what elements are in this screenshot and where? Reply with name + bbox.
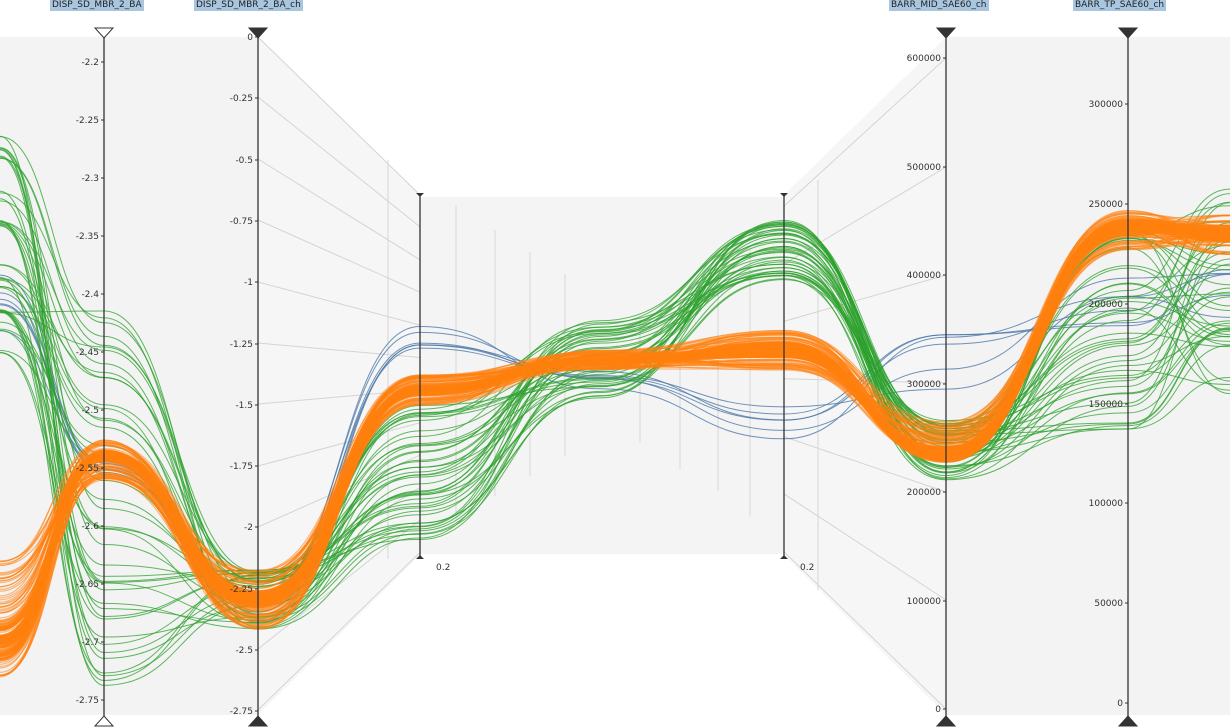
guide-line-right <box>783 436 947 493</box>
axis-brush-top <box>1117 27 1139 39</box>
guide-line-right <box>783 57 947 207</box>
tick-label: -2.75 <box>230 707 253 717</box>
tick-label: 0 <box>247 33 253 43</box>
data-line-orange-core <box>0 224 1230 661</box>
axis-title-2[interactable]: DISP_SD_MBR_2_BA_ch <box>194 0 303 11</box>
tick-label: -0.75 <box>230 217 253 227</box>
guide-line-right <box>783 378 947 384</box>
tick-label: 200000 <box>1089 300 1124 310</box>
axis-title-5[interactable]: BARR_MID_SAE60_ch <box>889 0 989 11</box>
tick-label: -2.35 <box>76 232 99 242</box>
axis-cap-bottom <box>416 555 424 559</box>
tick-label: -2.7 <box>81 638 99 648</box>
tick-label: 0 <box>935 705 941 715</box>
tick-label: -2.6 <box>81 522 99 532</box>
tick-label: 0.2 <box>800 563 814 573</box>
axis-brush-bottom <box>1117 715 1139 727</box>
tick-label: -2 <box>244 523 253 533</box>
tick-label: -2.5 <box>235 646 253 656</box>
tick-label: -2.65 <box>76 580 99 590</box>
data-line-green <box>0 147 1230 603</box>
guide-line-right <box>783 274 947 322</box>
guide-line-left <box>257 519 421 650</box>
guide-line-left <box>257 96 421 228</box>
axis-cap-top <box>780 193 788 197</box>
data-line-green <box>0 229 1230 620</box>
tick-label: 50000 <box>1094 599 1123 609</box>
guide-line-left <box>257 342 421 358</box>
tick-label: 300000 <box>1089 100 1124 110</box>
guide-line-left <box>257 158 421 261</box>
tick-label: 500000 <box>907 163 942 173</box>
panel-3d-left <box>258 37 420 715</box>
tick-label: 100000 <box>1089 499 1124 509</box>
tick-label: 150000 <box>1089 400 1124 410</box>
tick-label: -1.25 <box>230 340 253 350</box>
axis-brush-bottom <box>935 715 957 727</box>
tick-label: 200000 <box>907 488 942 498</box>
tick-label: -2.2 <box>81 58 99 68</box>
tick-label: -0.25 <box>230 94 253 104</box>
data-line-green <box>0 239 1230 573</box>
data-line-green <box>0 258 1230 587</box>
tick-label: -2.3 <box>81 174 99 184</box>
data-line-green <box>0 188 1230 600</box>
axis-4: 0.2 <box>780 193 814 573</box>
tick-label: 400000 <box>907 271 942 281</box>
tick-label: -2.45 <box>76 348 99 358</box>
guide-line-right <box>783 493 947 601</box>
tick-label: -0.5 <box>235 156 253 166</box>
data-line-green <box>0 157 1230 623</box>
tick-label: 0.2 <box>436 563 450 573</box>
guide-line-left <box>257 281 421 326</box>
data-line-green <box>0 221 1230 606</box>
guide-line-left <box>257 422 421 467</box>
data-line-green <box>0 200 1230 616</box>
data-line-green <box>0 227 1230 574</box>
axis-1: -2.2 -2.25 -2.3 -2.35 -2.4 -2.45 -2.5 -2.55 -2.6… <box>76 27 115 727</box>
tick-label: 300000 <box>907 380 942 390</box>
axis-title-1[interactable]: DISP_SD_MBR_2_BA <box>50 0 144 11</box>
guide-line-left <box>257 219 421 293</box>
panel-right <box>946 37 1230 715</box>
data-line-green <box>0 192 1230 628</box>
tick-label: -1 <box>244 278 253 288</box>
axis-brush-bottom <box>247 715 269 727</box>
tick-label: -2.25 <box>76 116 99 126</box>
guide-line-right <box>783 551 947 710</box>
tick-label: -1.5 <box>235 401 253 411</box>
axis-cap-bottom <box>780 555 788 559</box>
tick-label: -2.25 <box>230 585 253 595</box>
tick-label: -2.4 <box>81 290 99 300</box>
tick-label: 250000 <box>1089 200 1124 210</box>
axis-brush-top <box>935 27 957 39</box>
axis-5: 600000 500000 400000 300000 200000 100000 0 <box>907 27 957 727</box>
tick-label: -2.5 <box>81 406 99 416</box>
tick-label: -1.75 <box>230 462 253 472</box>
axis-title-6[interactable]: BARR_TP_SAE60_ch <box>1073 0 1167 11</box>
guide-line-right <box>783 166 947 265</box>
axis-3: 0.2 <box>416 193 450 573</box>
axis-6: 300000 250000 200000 150000 100000 50000 0 <box>1089 27 1139 727</box>
tick-label: 100000 <box>907 597 942 607</box>
guide-line-left <box>257 36 421 196</box>
tick-label: -2.75 <box>76 696 99 706</box>
tick-label: -2.55 <box>76 464 99 474</box>
guide-line-left <box>257 551 421 711</box>
tick-label: 0 <box>1117 699 1123 709</box>
tick-label: 600000 <box>907 54 942 64</box>
data-line-green <box>0 225 1230 583</box>
axis-cap-top <box>416 193 424 197</box>
axis-brush-top <box>93 27 115 39</box>
axis-brush-bottom <box>93 715 115 727</box>
axis-brush-top <box>247 27 269 39</box>
axis-2: 0 -0.25 -0.5 -0.75 -1 -1.25 -1.5 -1.75 -2 -2.25 -2… <box>230 27 269 727</box>
